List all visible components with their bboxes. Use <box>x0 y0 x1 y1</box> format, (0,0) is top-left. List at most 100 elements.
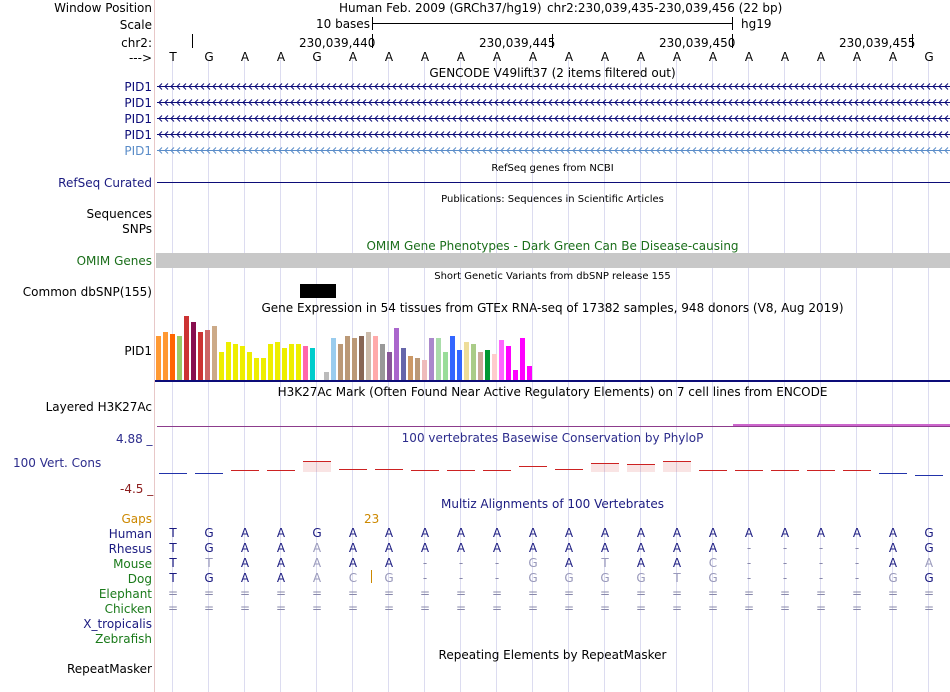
gtex-bar[interactable] <box>429 338 434 380</box>
gtex-bar[interactable] <box>205 330 210 380</box>
gtex-bar[interactable] <box>380 344 385 380</box>
gencode-title[interactable]: GENCODE V49lift37 (2 items filtered out) <box>429 66 676 80</box>
gtex-bar[interactable] <box>296 344 301 380</box>
gencode-track-label[interactable]: PID1 <box>124 96 152 110</box>
multiz-species-label[interactable]: Elephant <box>98 587 152 601</box>
dbsnp-title[interactable]: Short Genetic Variants from dbSNP releas… <box>434 271 671 282</box>
multiz-species-label[interactable]: Dog <box>127 572 152 586</box>
gtex-bar[interactable] <box>506 346 511 380</box>
multiz-base: T <box>601 556 609 570</box>
gtex-bar[interactable] <box>450 336 455 380</box>
gtex-bar[interactable] <box>513 370 518 380</box>
h3k27ac-track[interactable] <box>157 426 950 427</box>
gtex-bar[interactable] <box>464 342 469 380</box>
gtex-bar[interactable] <box>219 352 224 380</box>
gtex-bar[interactable] <box>492 354 497 380</box>
omim-label[interactable]: OMIM Genes <box>76 254 152 268</box>
gtex-bar[interactable] <box>212 326 217 380</box>
gtex-bar[interactable] <box>415 358 420 380</box>
gtex-bar[interactable] <box>226 342 231 380</box>
gtex-bar[interactable] <box>240 346 245 380</box>
gtex-bar[interactable] <box>499 340 504 380</box>
multiz-species-label[interactable]: Rhesus <box>108 542 152 556</box>
gtex-label[interactable]: PID1 <box>124 344 152 358</box>
gtex-bar[interactable] <box>457 350 462 380</box>
gtex-bar[interactable] <box>303 346 308 380</box>
publications-title[interactable]: Publications: Sequences in Scientific Ar… <box>441 194 664 205</box>
h3k27ac-title[interactable]: H3K27Ac Mark (Often Found Near Active Re… <box>277 385 828 399</box>
gtex-bar[interactable] <box>366 332 371 380</box>
gtex-bar[interactable] <box>387 352 392 380</box>
gtex-bar[interactable] <box>177 336 182 380</box>
h3k27ac-signal[interactable] <box>733 424 950 426</box>
multiz-base: - <box>782 541 788 555</box>
multiz-species-label[interactable]: Zebrafish <box>95 632 152 646</box>
multiz-species-label[interactable]: Chicken <box>104 602 152 616</box>
dbsnp-variant[interactable] <box>300 284 336 298</box>
gtex-bar[interactable] <box>394 328 399 380</box>
multiz-base: G <box>204 526 214 540</box>
gencode-track-label[interactable]: PID1 <box>124 128 152 142</box>
gtex-bar[interactable] <box>170 334 175 380</box>
gtex-bar[interactable] <box>247 352 252 380</box>
gtex-bar[interactable] <box>163 332 168 380</box>
gtex-bar[interactable] <box>275 342 280 380</box>
gtex-bar[interactable] <box>317 336 322 380</box>
gencode-transcript[interactable] <box>157 145 950 156</box>
h3k27ac-label[interactable]: Layered H3K27Ac <box>45 400 152 414</box>
gtex-bar[interactable] <box>359 336 364 380</box>
gtex-bar[interactable] <box>282 348 287 380</box>
gtex-bar[interactable] <box>443 352 448 380</box>
multiz-species-label[interactable]: X_tropicalis <box>83 617 152 631</box>
multiz-species-label[interactable]: Human <box>108 527 152 541</box>
snps-label[interactable]: SNPs <box>122 222 152 236</box>
gtex-bar[interactable] <box>520 338 525 380</box>
gtex-bar[interactable] <box>408 356 413 380</box>
gtex-bar[interactable] <box>345 336 350 380</box>
gtex-bar[interactable] <box>198 332 203 380</box>
gtex-bar[interactable] <box>485 350 490 380</box>
gtex-bar[interactable] <box>422 360 427 380</box>
gencode-transcript[interactable] <box>157 113 950 124</box>
gtex-bar[interactable] <box>478 352 483 380</box>
refseq-track[interactable] <box>157 182 950 183</box>
conservation-label[interactable]: 100 Vert. Cons <box>13 456 102 470</box>
gtex-bar[interactable] <box>289 344 294 380</box>
gtex-bar[interactable] <box>261 358 266 380</box>
multiz-species-label[interactable]: Mouse <box>113 557 152 571</box>
gtex-bar[interactable] <box>324 372 329 380</box>
gtex-title[interactable]: Gene Expression in 54 tissues from GTEx … <box>261 301 844 315</box>
repeatmasker-label[interactable]: RepeatMasker <box>66 662 152 676</box>
gtex-bar[interactable] <box>268 344 273 380</box>
gtex-bar[interactable] <box>331 338 336 380</box>
gencode-track-label[interactable]: PID1 <box>124 112 152 126</box>
repeatmasker-title[interactable]: Repeating Elements by RepeatMasker <box>438 648 667 662</box>
gtex-bar[interactable] <box>156 336 161 380</box>
omim-title[interactable]: OMIM Gene Phenotypes - Dark Green Can Be… <box>366 239 739 253</box>
gtex-bar[interactable] <box>310 348 315 380</box>
gtex-bar[interactable] <box>401 348 406 380</box>
gtex-bar[interactable] <box>436 338 441 380</box>
refseq-title[interactable]: RefSeq genes from NCBI <box>491 163 614 174</box>
sequences-label[interactable]: Sequences <box>86 207 152 221</box>
gtex-bar[interactable] <box>338 344 343 380</box>
gtex-bar[interactable] <box>373 336 378 380</box>
gtex-bar[interactable] <box>527 366 532 380</box>
refseq-label[interactable]: RefSeq Curated <box>58 176 152 190</box>
multiz-base: A <box>312 541 322 555</box>
gencode-track-label[interactable]: PID1 <box>124 144 152 158</box>
conservation-title[interactable]: 100 vertebrates Basewise Conservation by… <box>401 431 704 445</box>
gencode-transcript[interactable] <box>157 81 950 92</box>
multiz-title[interactable]: Multiz Alignments of 100 Vertebrates <box>440 497 665 511</box>
gencode-transcript[interactable] <box>157 97 950 108</box>
dbsnp-label[interactable]: Common dbSNP(155) <box>22 285 152 299</box>
omim-track[interactable] <box>156 253 950 268</box>
gtex-bar[interactable] <box>352 338 357 380</box>
gencode-transcript[interactable] <box>157 129 950 140</box>
gtex-bar[interactable] <box>233 344 238 380</box>
gencode-track-label[interactable]: PID1 <box>124 80 152 94</box>
gtex-bar[interactable] <box>254 358 259 380</box>
gtex-bar[interactable] <box>191 322 196 380</box>
gtex-bar[interactable] <box>184 316 189 380</box>
gtex-bar[interactable] <box>471 344 476 380</box>
